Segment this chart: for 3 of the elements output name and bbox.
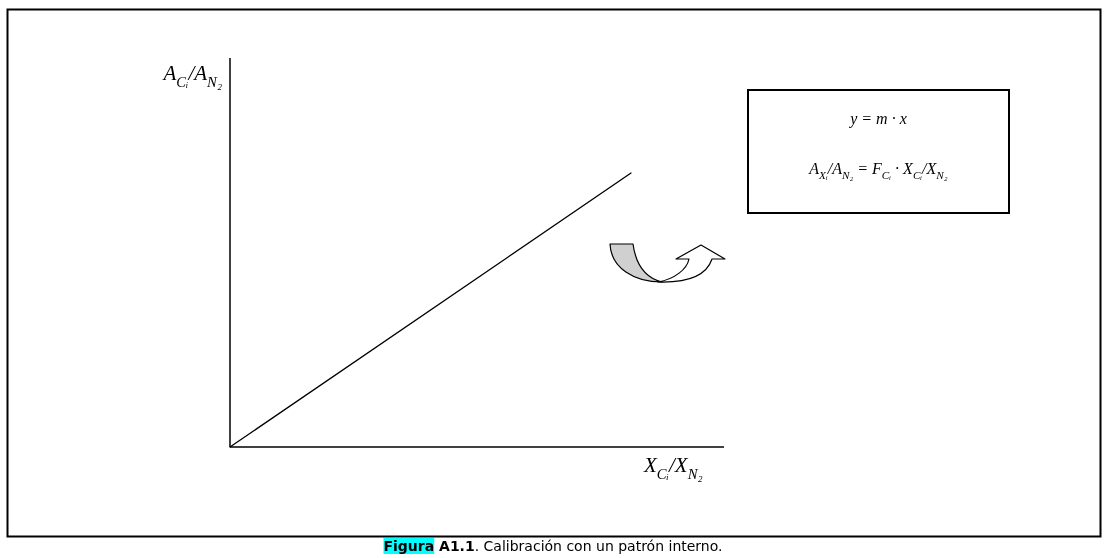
text: y = m · x xyxy=(848,110,907,128)
text: A$_{Xᵢ}$/A$_{N₂}$ = F$_{Cᵢ}$ · X$_{Cᵢ}$/X$_{N₂}$ xyxy=(809,160,948,182)
text: Figura A1.1. Calibración con un patrón interno. xyxy=(383,538,723,554)
